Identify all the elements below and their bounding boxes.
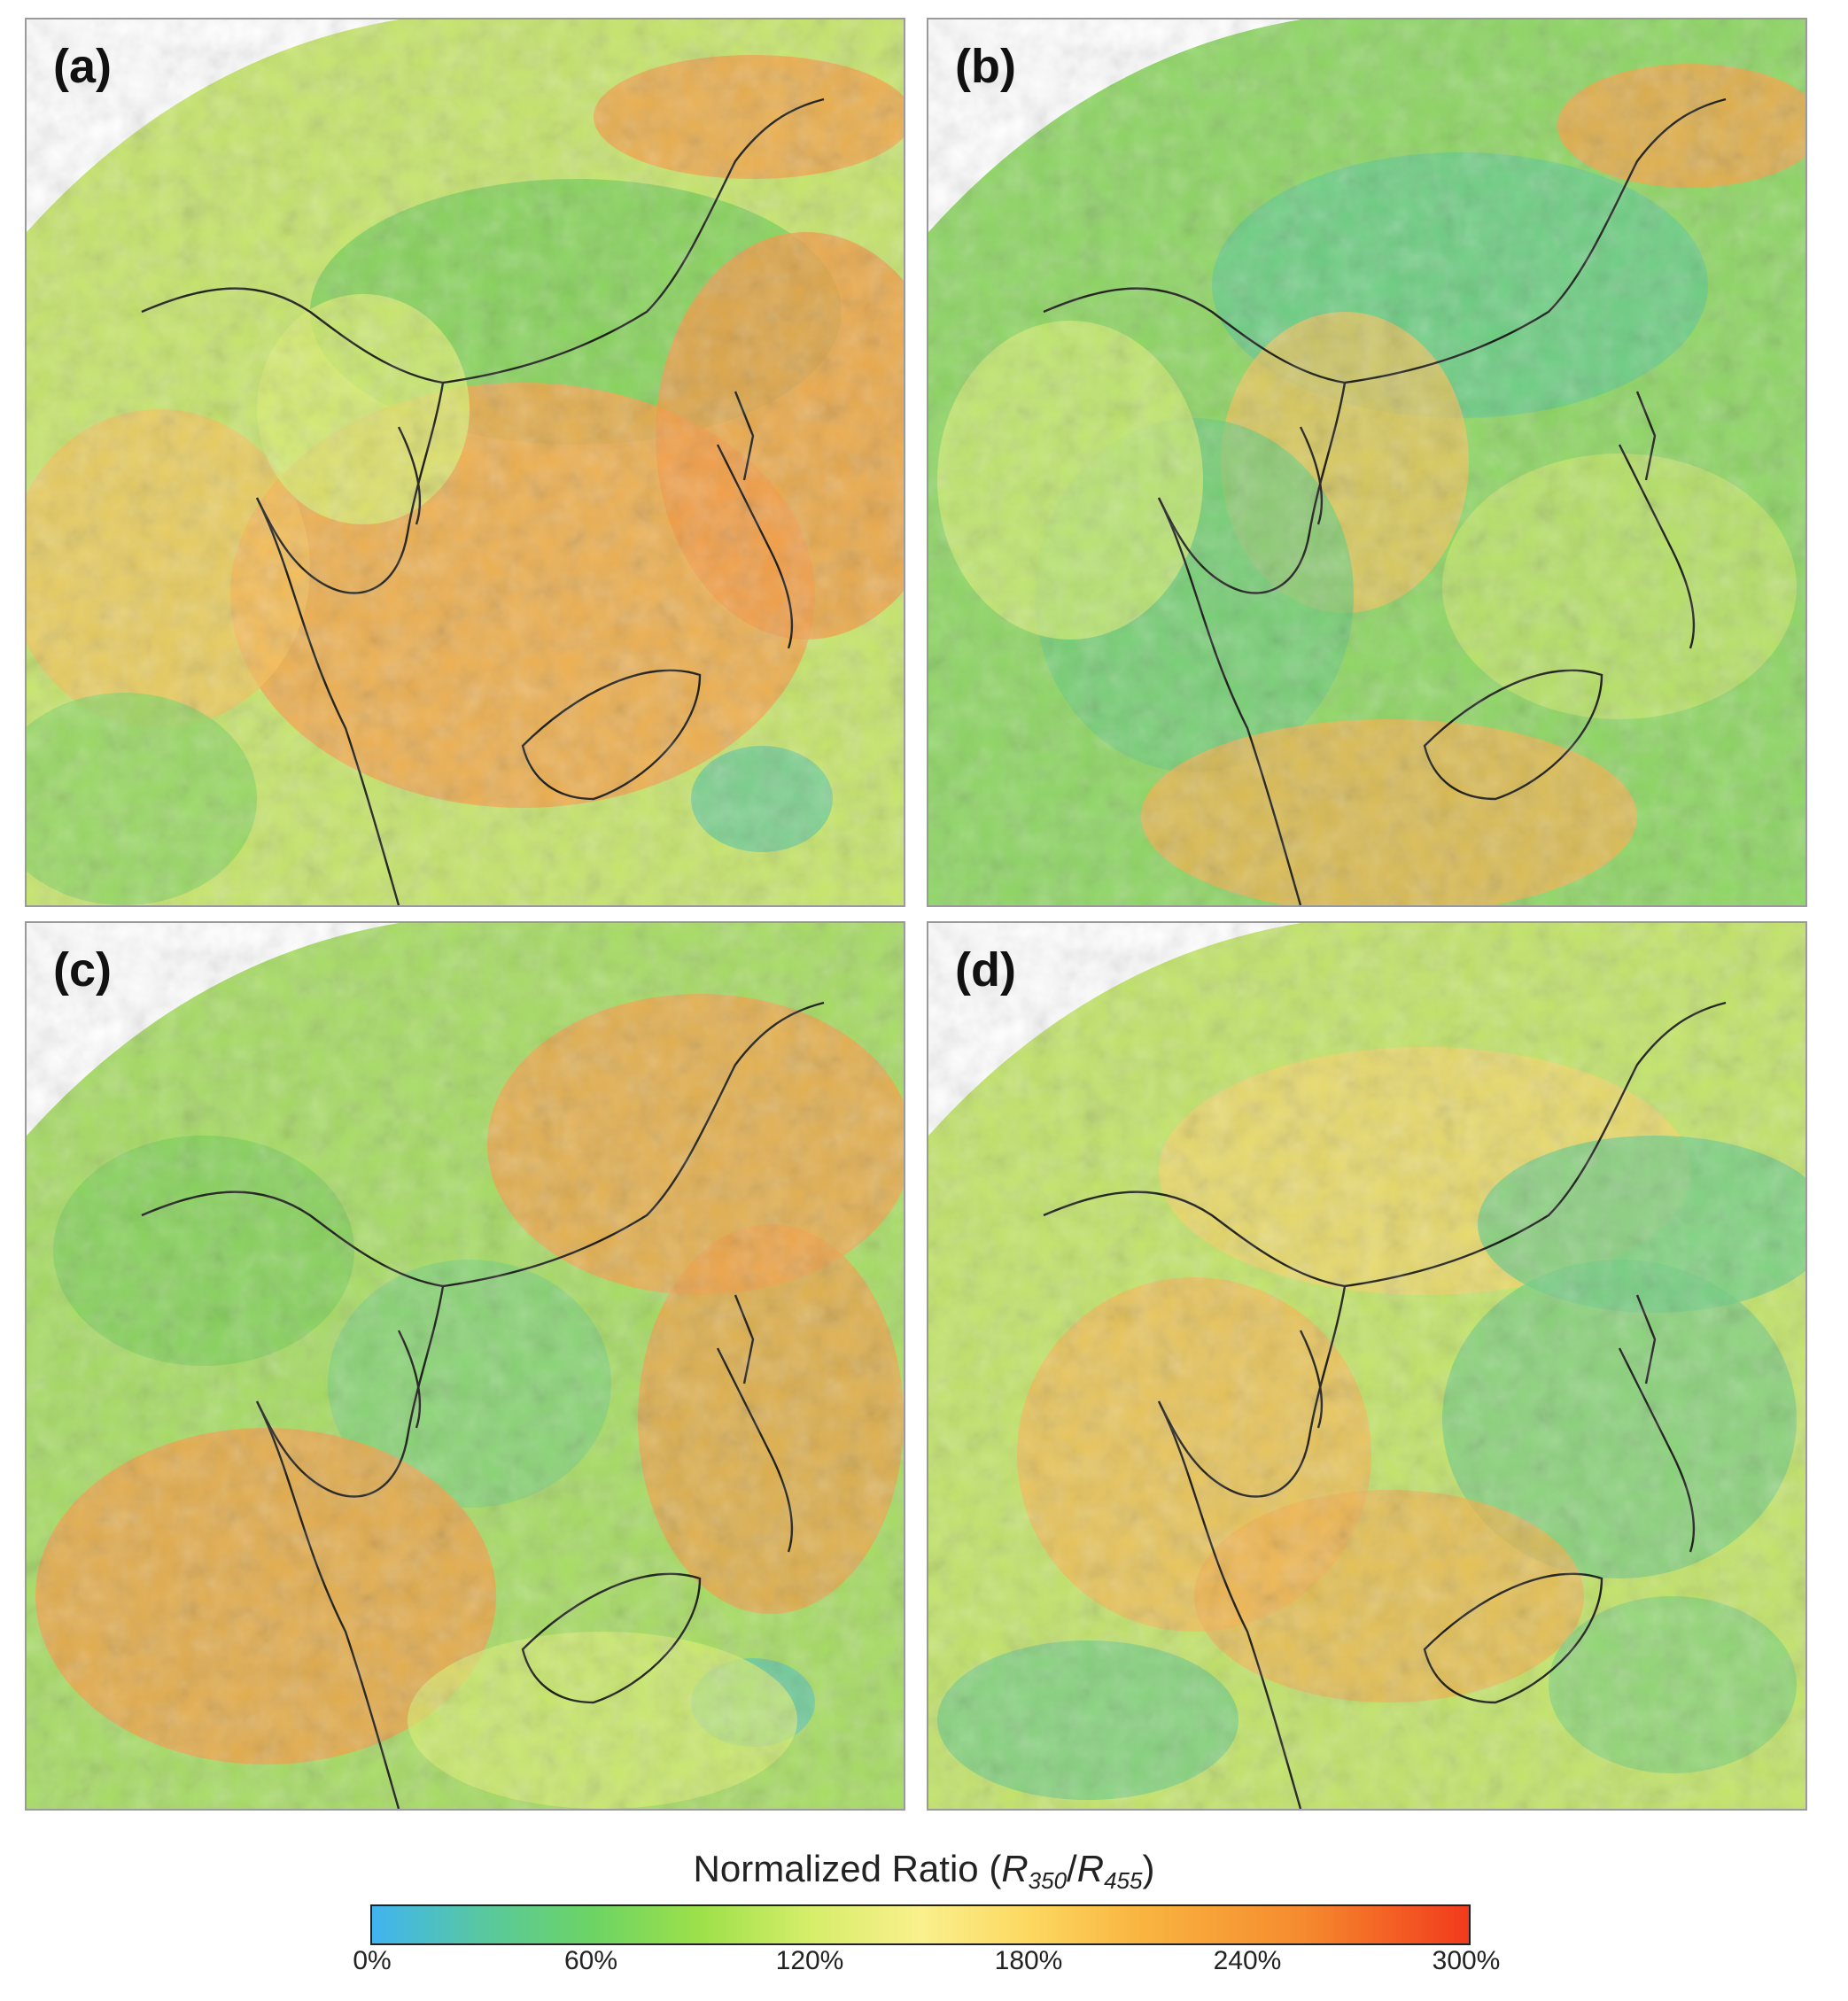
colorbar-numerator-sub: 350 xyxy=(1028,1867,1068,1894)
colorbar-tick-120: 120% xyxy=(775,1946,844,1975)
colorbar-title-prefix: Normalized Ratio ( xyxy=(693,1848,1002,1889)
colorbar-denominator: R xyxy=(1076,1848,1105,1889)
panel-label-a: (a) xyxy=(53,40,112,93)
ratio-map-a xyxy=(27,19,904,905)
panel-label-d: (d) xyxy=(955,943,1016,997)
panel-label-c: (c) xyxy=(53,943,112,997)
colorbar xyxy=(370,1904,1471,1945)
colorbar-title: Normalized Ratio (R350/R455) xyxy=(0,1848,1848,1895)
colorbar-tick-60: 60% xyxy=(563,1946,618,1975)
ratio-map-b xyxy=(928,19,1805,905)
panel-label-b: (b) xyxy=(955,40,1016,93)
colorbar-denominator-sub: 455 xyxy=(1104,1867,1143,1894)
map-panel-d: (d) xyxy=(927,921,1807,1811)
colorbar-divider: / xyxy=(1067,1848,1077,1889)
map-panel-a: (a) xyxy=(25,18,905,907)
colorbar-tick-180: 180% xyxy=(994,1946,1063,1975)
colorbar-tick-300: 300% xyxy=(1432,1946,1501,1975)
colorbar-numerator: R xyxy=(1001,1848,1029,1889)
colorbar-tick-240: 240% xyxy=(1213,1946,1282,1975)
ratio-map-d xyxy=(928,923,1805,1809)
map-panel-c: (c) xyxy=(25,921,905,1811)
map-panel-b: (b) xyxy=(927,18,1807,907)
colorbar-tick-0: 0% xyxy=(353,1946,392,1975)
ratio-map-c xyxy=(27,923,904,1809)
colorbar-title-suffix: ) xyxy=(1142,1848,1155,1889)
